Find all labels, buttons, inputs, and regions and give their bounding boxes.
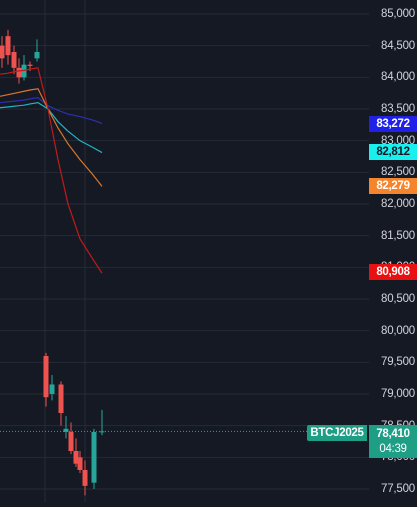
candle-down xyxy=(5,36,11,56)
ma-orange-line xyxy=(0,88,103,187)
ma-tag-orange: 82,279 xyxy=(369,178,417,194)
last-price-tag: 78,410 04:39 xyxy=(369,425,417,458)
price-tick-label: 83,000 xyxy=(381,134,415,147)
ma-tag-cyan: 82,812 xyxy=(369,144,417,160)
price-tick-label: 80,000 xyxy=(381,324,415,337)
price-tick-label: 84,000 xyxy=(381,71,415,84)
price-tick-label: 80,500 xyxy=(381,293,415,305)
candle-down xyxy=(43,356,49,398)
chart-area[interactable] xyxy=(0,0,369,502)
price-tick-label: 82,000 xyxy=(381,198,415,210)
candle-up xyxy=(34,52,40,59)
ma-blue-line xyxy=(0,96,103,125)
price-tick-label: 85,000 xyxy=(381,8,415,20)
candle-down xyxy=(11,52,17,68)
ma-red-line xyxy=(0,67,103,274)
price-tick-label: 83,500 xyxy=(381,103,415,115)
ma-tag-blue: 83,272 xyxy=(369,116,417,132)
last-price-value: 78,410 xyxy=(376,427,410,440)
candle-up xyxy=(63,428,69,432)
candle-down xyxy=(27,64,33,66)
price-tick-label: 79,500 xyxy=(381,356,415,369)
price-tick-label: 84,500 xyxy=(381,39,415,52)
candle-down xyxy=(68,432,74,451)
candle-down xyxy=(82,470,88,486)
price-tick-label: 82,500 xyxy=(381,166,415,179)
price-tick-label: 81,500 xyxy=(381,229,415,242)
price-chart[interactable] xyxy=(0,0,369,502)
symbol-badge: BTCJ2025 xyxy=(307,425,367,441)
candle-down xyxy=(16,67,22,78)
symbol-label: BTCJ2025 xyxy=(310,427,364,439)
candle-up xyxy=(49,384,55,394)
price-tick-label: 77,500 xyxy=(381,483,415,495)
candle-down xyxy=(73,451,79,464)
bar-countdown: 04:39 xyxy=(379,442,407,455)
candle-down xyxy=(77,457,83,470)
candle-up xyxy=(21,64,27,78)
candle-down xyxy=(0,45,5,59)
price-tick-label: 79,000 xyxy=(381,388,415,400)
candle-up xyxy=(91,432,97,483)
ma-tag-red: 80,908 xyxy=(369,264,417,280)
candle-down xyxy=(58,384,64,413)
ma-cyan-line xyxy=(0,102,103,154)
